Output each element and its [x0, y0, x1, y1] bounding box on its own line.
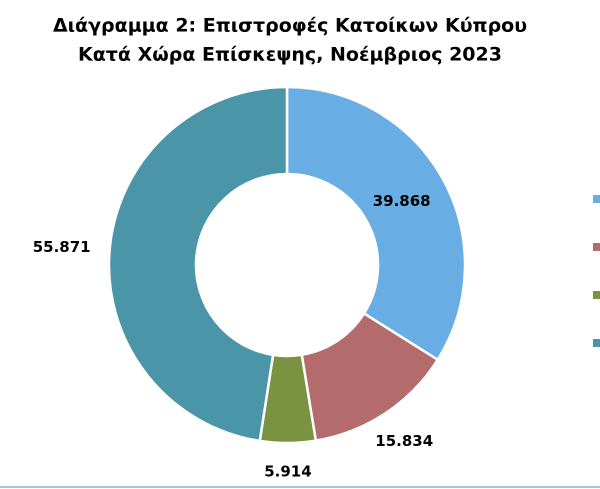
data-label: 15.834 — [375, 432, 433, 450]
data-label: 5.914 — [264, 462, 311, 480]
chart-title: Διάγραμμα 2: Επιστροφές Κατοίκων Κύπρου — [53, 15, 527, 37]
chart-title: Κατά Χώρα Επίσκεψης, Νοέμβριος 2023 — [78, 44, 502, 66]
donut-segment — [285, 85, 467, 362]
data-label: 55.871 — [33, 238, 91, 256]
donut-segment — [107, 85, 289, 443]
legend-marker — [593, 291, 600, 299]
legend-marker — [593, 243, 600, 251]
data-label: 39.868 — [373, 192, 431, 210]
legend-marker — [593, 195, 600, 203]
legend-marker — [593, 339, 600, 347]
